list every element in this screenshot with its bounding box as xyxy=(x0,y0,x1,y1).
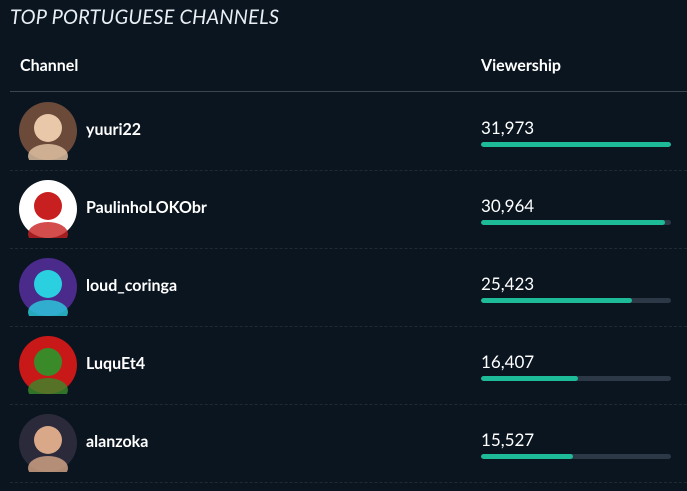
table-row[interactable]: loud_coringa 25,423 xyxy=(10,248,687,327)
bar-track xyxy=(481,220,671,225)
channel-name[interactable]: LuquEt4 xyxy=(86,354,146,373)
avatar xyxy=(19,258,77,324)
column-header[interactable]: Viewership xyxy=(481,56,562,75)
viewership-value: 30,964 xyxy=(481,195,535,216)
table-row[interactable]: yuuri22 31,973 xyxy=(10,92,687,171)
header-divider xyxy=(10,91,687,92)
avatar-image xyxy=(19,180,77,246)
table-row[interactable]: alanzoka 15,527 xyxy=(10,404,687,483)
table-row[interactable]: PaulinhoLOKObr 30,964 xyxy=(10,170,687,249)
avatar-image xyxy=(19,414,77,480)
bar-track xyxy=(481,142,671,147)
bar-track xyxy=(481,298,671,303)
viewership-bar xyxy=(481,298,633,303)
channel-name[interactable]: PaulinhoLOKObr xyxy=(86,198,207,217)
avatar-image xyxy=(19,336,77,402)
table-row[interactable]: LuquEt4 16,407 xyxy=(10,326,687,405)
avatar xyxy=(19,336,77,402)
channel-name[interactable]: loud_coringa xyxy=(86,276,178,295)
avatar xyxy=(19,414,77,480)
avatar-image xyxy=(19,258,77,324)
page-title: TOP PORTUGUESE CHANNELS xyxy=(10,5,280,29)
viewership-value: 25,423 xyxy=(481,273,535,294)
viewership-value: 16,407 xyxy=(481,351,535,372)
viewership-bar xyxy=(481,454,574,459)
viewership-bar xyxy=(481,376,579,381)
avatar-image xyxy=(19,102,77,168)
channel-name[interactable]: yuuri22 xyxy=(86,120,142,139)
channel-name[interactable]: alanzoka xyxy=(86,432,149,451)
bar-track xyxy=(481,376,671,381)
avatar xyxy=(19,102,77,168)
viewership-bar xyxy=(481,220,665,225)
bar-track xyxy=(481,454,671,459)
avatar xyxy=(19,180,77,246)
viewership-bar xyxy=(481,142,671,147)
viewership-value: 15,527 xyxy=(481,429,535,450)
column-header[interactable]: Channel xyxy=(20,56,79,75)
viewership-value: 31,973 xyxy=(481,117,535,138)
